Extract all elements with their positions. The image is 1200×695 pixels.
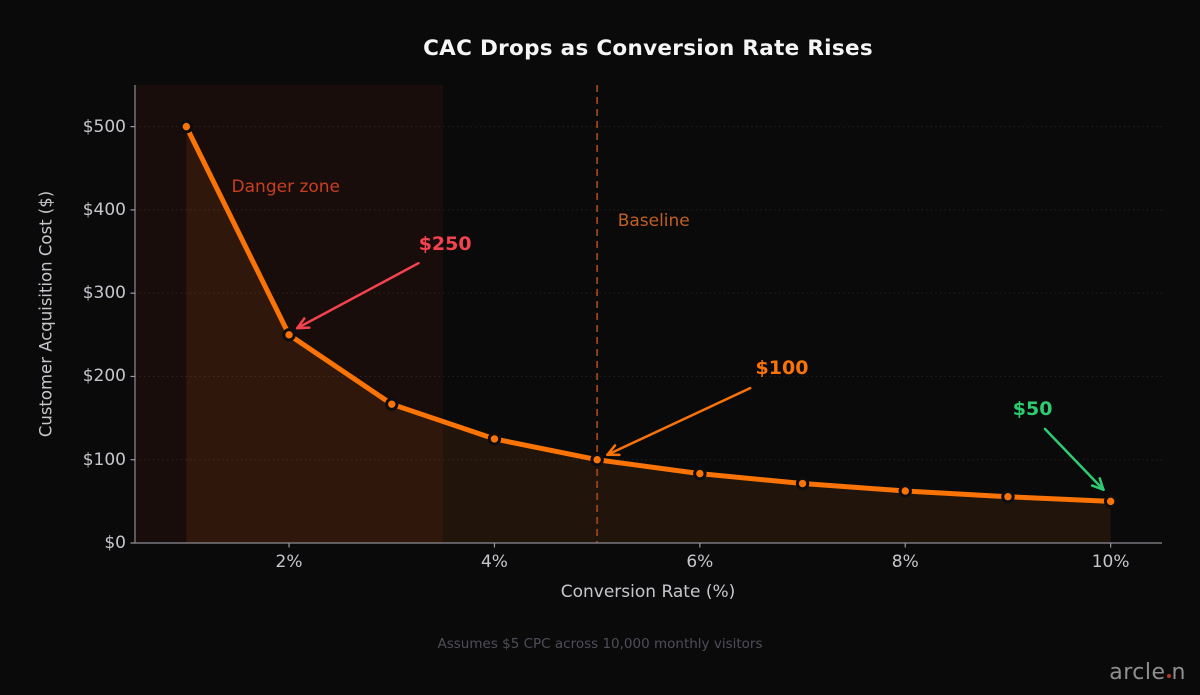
footer-note: Assumes $5 CPC across 10,000 monthly vis… [437,636,763,652]
y-tick-label: $200 [82,366,126,387]
brand-text-left: arcle [1109,660,1166,685]
annotation-arrow-shaft [296,261,420,330]
area-fill [186,126,1111,544]
brand-logo: arcle n [1109,660,1186,685]
data-point [795,476,810,491]
annotation-arrow-shaft [606,386,752,456]
data-point [487,432,502,446]
data-point [385,397,399,411]
baseline-label: Baseline [617,210,690,231]
data-point [1103,494,1118,509]
cac-line [183,124,1114,504]
x-tick-label: 8% [891,552,919,572]
data-point [1001,490,1015,504]
annotation-arrow-head [296,317,306,330]
annotation-arrow-head [296,326,311,330]
y-tick-label: $300 [82,283,126,304]
x-tick-label: 4% [480,552,508,572]
y-axis-label: Customer Acquisition Cost ($) [36,190,56,438]
x-tick-label: 6% [686,552,714,572]
danger-zone-label: Danger zone [231,177,341,198]
annotation-arrow-head [1090,484,1105,491]
annotation-arrow-head [606,444,617,456]
danger-zone-region [135,85,444,543]
annotation-arrow-head [1098,477,1105,491]
annotation-arrow-shaft [1043,427,1105,491]
brand-dot-icon [1166,674,1171,678]
data-point [179,119,194,134]
data-point [898,484,912,498]
annotation-value: $50 [1012,397,1053,420]
annotation-value: $100 [755,357,809,380]
data-point [590,453,604,467]
x-tick-label: 2% [275,552,303,572]
y-tick-label: $500 [82,116,126,137]
x-axis-label: Conversion Rate (%) [560,582,736,602]
brand-text-right: n [1171,660,1186,685]
y-tick-label: $100 [82,449,126,470]
annotation-value: $250 [418,233,472,256]
data-point [693,466,707,481]
y-tick-label: $400 [82,199,126,220]
data-point [282,328,296,342]
x-tick-label: 10% [1091,552,1130,572]
y-tick-label: $0 [104,533,126,553]
chart-title: CAC Drops as Conversion Rate Rises [423,36,873,61]
